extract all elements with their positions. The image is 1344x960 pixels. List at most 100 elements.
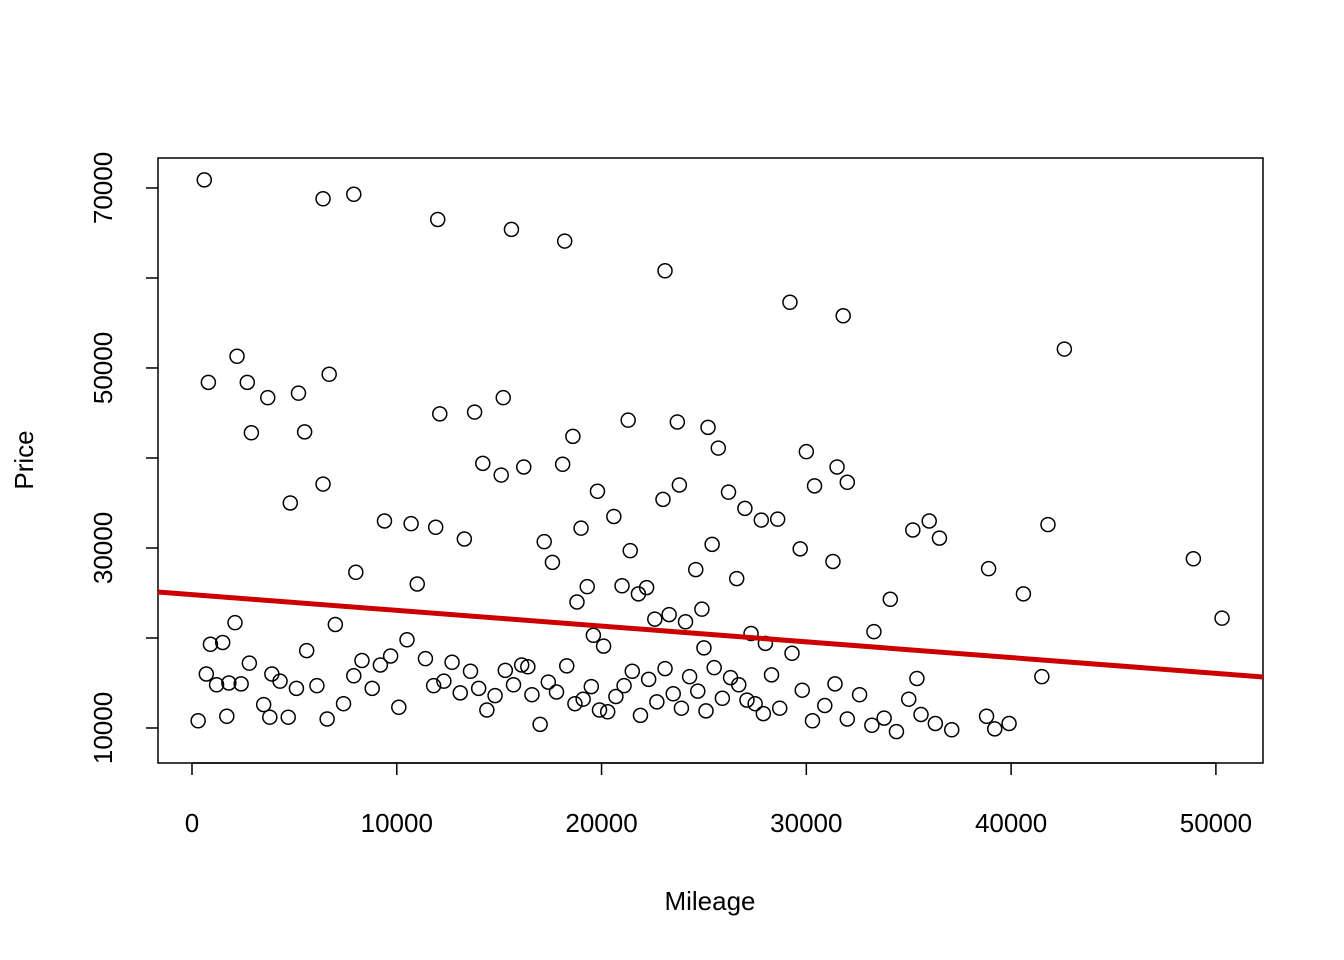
point — [503, 221, 520, 238]
point — [739, 692, 755, 708]
point — [696, 640, 712, 656]
point — [575, 691, 591, 707]
point — [558, 658, 575, 674]
point — [579, 578, 595, 595]
point — [376, 513, 393, 529]
x-tick-label: 0 — [185, 808, 199, 838]
point — [835, 308, 851, 324]
point — [804, 713, 821, 729]
point — [798, 443, 815, 460]
point — [583, 678, 600, 695]
point — [321, 366, 337, 383]
point — [505, 677, 522, 693]
point — [290, 385, 307, 401]
point — [309, 677, 325, 694]
point — [391, 699, 407, 716]
point — [624, 663, 641, 680]
point — [540, 674, 557, 690]
point — [905, 522, 921, 538]
x-tick-label: 30000 — [770, 808, 842, 838]
plot-frame — [157, 157, 1264, 764]
point — [671, 477, 688, 493]
point — [241, 655, 258, 671]
point — [532, 716, 548, 733]
point — [620, 412, 636, 428]
point — [315, 476, 331, 492]
point — [829, 459, 845, 475]
point — [677, 614, 694, 630]
point — [1185, 551, 1202, 567]
point — [536, 533, 552, 550]
point — [208, 677, 225, 693]
point — [567, 695, 583, 712]
point — [784, 645, 800, 662]
point — [255, 696, 272, 713]
point — [589, 483, 606, 500]
point — [565, 428, 581, 445]
point — [262, 709, 278, 725]
point — [714, 690, 731, 707]
point — [1040, 516, 1056, 533]
point — [622, 542, 638, 559]
point — [649, 694, 665, 710]
y-tick-label: 50000 — [88, 332, 118, 404]
point — [354, 652, 370, 669]
point — [436, 673, 452, 689]
point — [382, 648, 399, 664]
point — [731, 677, 747, 693]
point — [1214, 610, 1230, 626]
point — [452, 685, 469, 701]
point — [722, 669, 739, 686]
point — [296, 424, 313, 440]
point — [319, 711, 335, 727]
point — [913, 706, 929, 723]
point — [647, 611, 663, 627]
point — [817, 697, 833, 714]
point — [280, 709, 296, 725]
point — [409, 576, 426, 592]
point — [771, 700, 788, 716]
point — [755, 705, 772, 722]
point — [585, 627, 602, 644]
x-tick-label: 10000 — [361, 808, 433, 838]
point — [515, 459, 532, 475]
point — [1056, 341, 1073, 357]
point — [616, 677, 632, 694]
point — [444, 654, 460, 671]
point — [1034, 668, 1050, 685]
point — [239, 374, 256, 391]
point — [335, 695, 352, 712]
point — [544, 554, 561, 571]
point — [432, 406, 448, 422]
point — [475, 455, 491, 472]
point — [495, 389, 512, 406]
point — [403, 515, 419, 532]
point — [556, 233, 573, 249]
point — [888, 723, 905, 740]
point — [753, 512, 770, 528]
point — [681, 668, 698, 685]
point — [327, 616, 344, 633]
x-tick-label: 50000 — [1180, 808, 1252, 838]
point — [640, 671, 657, 688]
point — [346, 668, 362, 684]
point — [591, 702, 608, 718]
point — [876, 710, 892, 726]
point — [466, 404, 483, 420]
point — [806, 478, 823, 494]
point — [794, 682, 810, 698]
point — [931, 530, 948, 546]
point — [399, 632, 415, 648]
y-tick-label: 30000 — [88, 512, 118, 584]
point — [986, 721, 1003, 737]
point — [792, 541, 808, 557]
point — [346, 186, 362, 203]
point — [227, 614, 243, 631]
point — [763, 667, 780, 683]
point — [348, 564, 364, 581]
point — [196, 172, 213, 188]
point — [214, 634, 231, 651]
point — [497, 662, 514, 679]
point — [851, 686, 868, 703]
point — [782, 294, 798, 311]
